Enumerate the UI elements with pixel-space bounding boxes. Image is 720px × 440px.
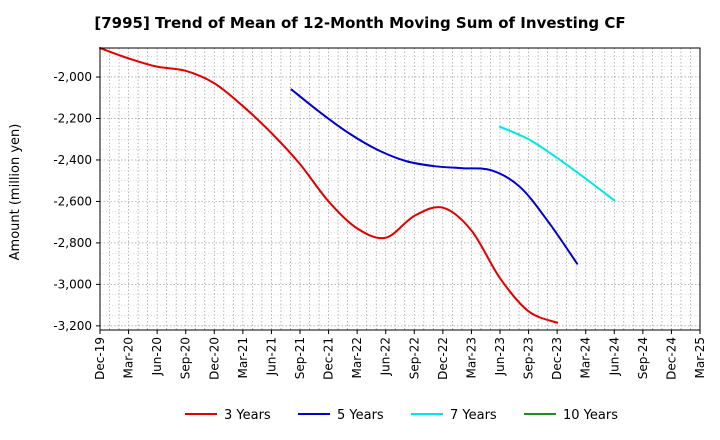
x-tick-label: Mar-21 <box>236 337 250 378</box>
y-tick-label: -2,800 <box>53 236 92 250</box>
x-tick-label: Dec-24 <box>664 337 678 380</box>
x-tick-label: Jun-23 <box>493 337 507 376</box>
legend-label-3-years: 3 Years <box>224 408 271 423</box>
x-tick-label: Sep-22 <box>407 337 421 379</box>
y-axis-ticks: -2,000 -2,200 -2,400 -2,600 -2,800 -3,000 -3,2… <box>53 70 100 333</box>
x-tick-label: Dec-23 <box>550 337 564 380</box>
series-line-5-years <box>290 88 579 265</box>
series-line-3-years <box>99 47 559 324</box>
x-tick-label: Dec-20 <box>207 337 221 380</box>
series-lines <box>99 47 616 324</box>
x-tick-label: Mar-24 <box>579 337 593 378</box>
x-tick-label: Jun-20 <box>150 337 164 376</box>
x-tick-label: Jun-22 <box>379 337 393 376</box>
y-axis-label: Amount (million yen) <box>8 124 23 261</box>
series-line-7-years <box>499 125 616 202</box>
chart-title: [7995] Trend of Mean of 12-Month Moving … <box>94 14 625 32</box>
y-tick-label: -2,000 <box>53 70 92 84</box>
x-tick-label: Mar-20 <box>122 337 136 378</box>
x-tick-label: Mar-23 <box>464 337 478 378</box>
x-tick-label: Jun-21 <box>264 337 278 376</box>
x-tick-label: Mar-25 <box>693 337 707 378</box>
x-tick-label: Mar-22 <box>350 337 364 378</box>
y-tick-label: -2,200 <box>53 112 92 126</box>
plot-frame <box>99 47 701 331</box>
x-tick-label: Dec-22 <box>436 337 450 380</box>
x-tick-label: Sep-21 <box>293 337 307 379</box>
y-tick-label: -2,400 <box>53 153 92 167</box>
y-tick-label: -2,600 <box>53 194 92 208</box>
legend: 3 Years 5 Years 7 Years 10 Years <box>185 408 618 423</box>
y-tick-label: -3,000 <box>53 277 92 291</box>
x-tick-label: Dec-19 <box>93 337 107 380</box>
x-tick-label: Dec-21 <box>322 337 336 380</box>
legend-label-5-years: 5 Years <box>337 408 384 423</box>
legend-label-10-years: 10 Years <box>563 408 618 423</box>
x-tick-label: Sep-23 <box>522 337 536 379</box>
y-tick-label: -3,200 <box>53 319 92 333</box>
x-axis-ticks: Dec-19 Mar-20 Jun-20 Sep-20 Dec-20 Mar-21 Jun-… <box>93 330 707 380</box>
legend-label-7-years: 7 Years <box>450 408 497 423</box>
x-tick-label: Sep-20 <box>179 337 193 379</box>
gridlines <box>100 48 700 330</box>
x-tick-label: Sep-24 <box>636 337 650 379</box>
x-tick-label: Jun-24 <box>607 337 621 376</box>
